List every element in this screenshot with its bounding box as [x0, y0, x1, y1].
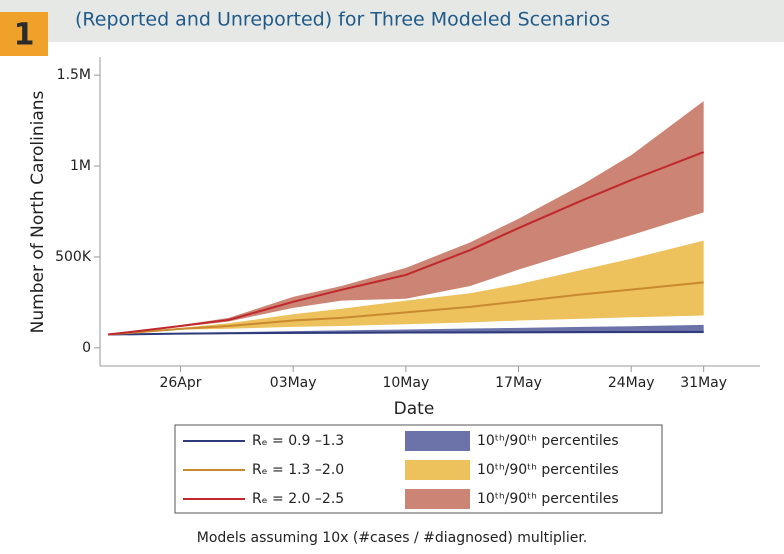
legend-label: 10ᵗʰ/90ᵗʰ percentiles [477, 462, 619, 478]
band [108, 240, 704, 335]
x-tick-label: 03May [270, 375, 317, 391]
y-tick-label: 500K [55, 249, 92, 265]
band [108, 101, 704, 335]
badge: 1 [14, 18, 35, 53]
x-tick-label: 24May [608, 375, 655, 391]
median-line [107, 151, 705, 336]
x-tick-label: 17May [495, 375, 542, 391]
legend-swatch [405, 460, 470, 480]
legend-label: Rₑ = 0.9 –1.3 [252, 433, 344, 449]
legend-swatch [405, 489, 470, 509]
x-axis-label: Date [394, 399, 435, 419]
x-tick-label: 26Apr [159, 375, 201, 391]
legend-label: Rₑ = 2.0 –2.5 [252, 491, 344, 507]
legend-label: 10ᵗʰ/90ᵗʰ percentiles [477, 433, 619, 449]
y-tick-label: 0 [82, 340, 91, 356]
legend-swatch [405, 431, 470, 451]
header-band [0, 0, 784, 42]
chart-title: (Reported and Unreported) for Three Mode… [75, 9, 610, 31]
x-tick-label: 10May [382, 375, 429, 391]
median-line [108, 330, 704, 336]
legend-label: Rₑ = 1.3 –2.0 [252, 462, 344, 478]
x-tick-label: 31May [680, 375, 727, 391]
note: Models assuming 10x (#cases / #diagnosed… [197, 530, 588, 546]
y-tick-label: 1.5M [57, 67, 91, 83]
badge-box [0, 12, 48, 56]
legend-label: 10ᵗʰ/90ᵗʰ percentiles [477, 491, 619, 507]
y-axis-label: Number of North Carolinians [28, 90, 48, 333]
median-line [107, 281, 704, 336]
y-tick-label: 1M [70, 158, 91, 174]
